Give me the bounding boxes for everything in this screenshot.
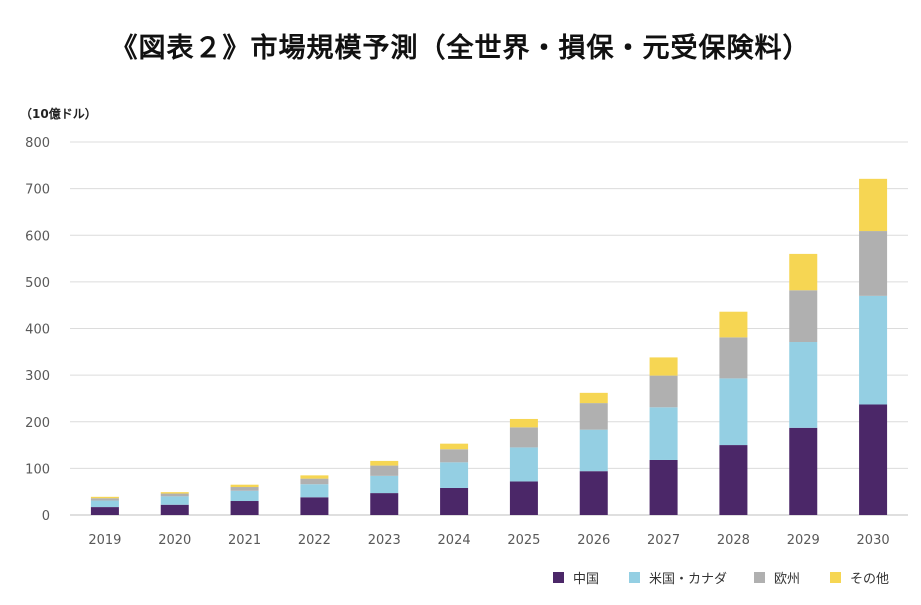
bar-segment-4 bbox=[579, 392, 608, 404]
bar-segment-2 bbox=[719, 378, 748, 446]
chart-legend: 中国 米国・カナダ 欧州 その他 bbox=[0, 568, 921, 588]
legend-swatch-china bbox=[553, 572, 564, 583]
legend-label-china: 中国 bbox=[573, 572, 600, 587]
y-tick-label: 100 bbox=[25, 462, 50, 477]
bar-segment-2 bbox=[579, 429, 608, 472]
bar-segment-3 bbox=[719, 337, 748, 379]
bar-segment-2 bbox=[440, 462, 469, 488]
bar-segment-4 bbox=[230, 484, 259, 488]
bar-segment-4 bbox=[440, 443, 469, 450]
bar-segment-3 bbox=[789, 290, 818, 343]
legend-swatch-europe bbox=[754, 572, 765, 583]
bar-segment-2 bbox=[859, 295, 888, 405]
chart-title: 《図表２》市場規模予測（全世界・損保・元受保険料） bbox=[110, 33, 811, 64]
bar-segment-2 bbox=[90, 500, 119, 508]
legend-label-other: その他 bbox=[850, 572, 890, 587]
y-axis-unit-label: （10億ドル） bbox=[20, 107, 97, 121]
bar-segment-2 bbox=[649, 407, 678, 460]
bar-segment-4 bbox=[649, 357, 678, 376]
bar-segment-2 bbox=[230, 490, 259, 502]
bar-segment-4 bbox=[160, 492, 189, 494]
bar-segment-3 bbox=[90, 498, 119, 501]
x-tick-label: 2022 bbox=[298, 533, 331, 548]
bar-segment-2 bbox=[509, 447, 538, 482]
x-tick-label: 2030 bbox=[857, 533, 890, 548]
bar-segment-3 bbox=[160, 493, 189, 497]
bar-segment-1 bbox=[230, 501, 259, 515]
legend-item-other: その他 bbox=[830, 568, 889, 587]
legend-swatch-us-canada bbox=[629, 572, 640, 583]
bar-segment-1 bbox=[789, 427, 818, 515]
bar-segment-1 bbox=[90, 507, 119, 515]
bar-segment-3 bbox=[230, 487, 259, 491]
legend-label-us-canada: 米国・カナダ bbox=[649, 572, 728, 587]
bar-segment-3 bbox=[370, 465, 399, 476]
y-tick-label: 300 bbox=[25, 369, 50, 384]
x-tick-label: 2025 bbox=[507, 533, 540, 548]
bar-segment-4 bbox=[90, 496, 119, 499]
bar-segment-4 bbox=[300, 475, 329, 479]
bar-segment-3 bbox=[859, 231, 888, 296]
bar-segment-1 bbox=[649, 459, 678, 515]
bar-segment-1 bbox=[719, 445, 748, 515]
bar-segment-1 bbox=[859, 404, 888, 515]
y-tick-label: 400 bbox=[25, 323, 50, 338]
y-tick-label: 700 bbox=[25, 183, 50, 198]
legend-item-europe: 欧州 bbox=[754, 568, 800, 587]
stacked-bar-chart: 0 100 200 300 400 500 600 700 800 2019 2020 2021 202… bbox=[25, 136, 908, 548]
bar-segment-3 bbox=[579, 403, 608, 430]
legend-item-us-canada: 米国・カナダ bbox=[629, 568, 727, 587]
bar-segment-2 bbox=[160, 496, 189, 505]
bar-segment-3 bbox=[509, 427, 538, 448]
y-tick-label: 200 bbox=[25, 416, 50, 431]
bar-segment-3 bbox=[440, 449, 469, 463]
x-tick-label: 2021 bbox=[228, 533, 261, 548]
bar-segment-4 bbox=[509, 418, 538, 428]
bar-segment-1 bbox=[440, 487, 469, 515]
x-tick-label: 2023 bbox=[368, 533, 401, 548]
x-tick-label: 2024 bbox=[438, 533, 471, 548]
x-tick-label: 2027 bbox=[647, 533, 680, 548]
bar-segment-2 bbox=[300, 484, 329, 498]
legend-item-china: 中国 bbox=[553, 568, 599, 587]
bar-segment-2 bbox=[789, 342, 818, 428]
bar-segment-4 bbox=[719, 311, 748, 338]
bar-segment-4 bbox=[789, 253, 818, 291]
bar-segment-2 bbox=[370, 475, 399, 494]
x-tick-label: 2028 bbox=[717, 533, 750, 548]
y-tick-label: 800 bbox=[25, 136, 50, 151]
legend-swatch-other bbox=[830, 572, 841, 583]
bar-segment-1 bbox=[160, 504, 189, 515]
x-tick-label: 2029 bbox=[787, 533, 820, 548]
bar-segment-1 bbox=[300, 497, 329, 515]
bar-segment-1 bbox=[509, 481, 538, 515]
x-tick-label: 2020 bbox=[158, 533, 191, 548]
bar-segment-4 bbox=[859, 178, 888, 232]
y-tick-label: 0 bbox=[42, 509, 50, 524]
y-tick-label: 500 bbox=[25, 276, 50, 291]
legend-label-europe: 欧州 bbox=[774, 572, 801, 587]
bar-segment-3 bbox=[649, 375, 678, 408]
bar-segment-1 bbox=[579, 471, 608, 515]
x-tick-label: 2026 bbox=[577, 533, 610, 548]
bar-segment-1 bbox=[370, 493, 399, 515]
bar-segment-3 bbox=[300, 478, 329, 485]
y-tick-label: 600 bbox=[25, 229, 50, 244]
bar-segment-4 bbox=[370, 460, 399, 466]
x-tick-label: 2019 bbox=[88, 533, 121, 548]
